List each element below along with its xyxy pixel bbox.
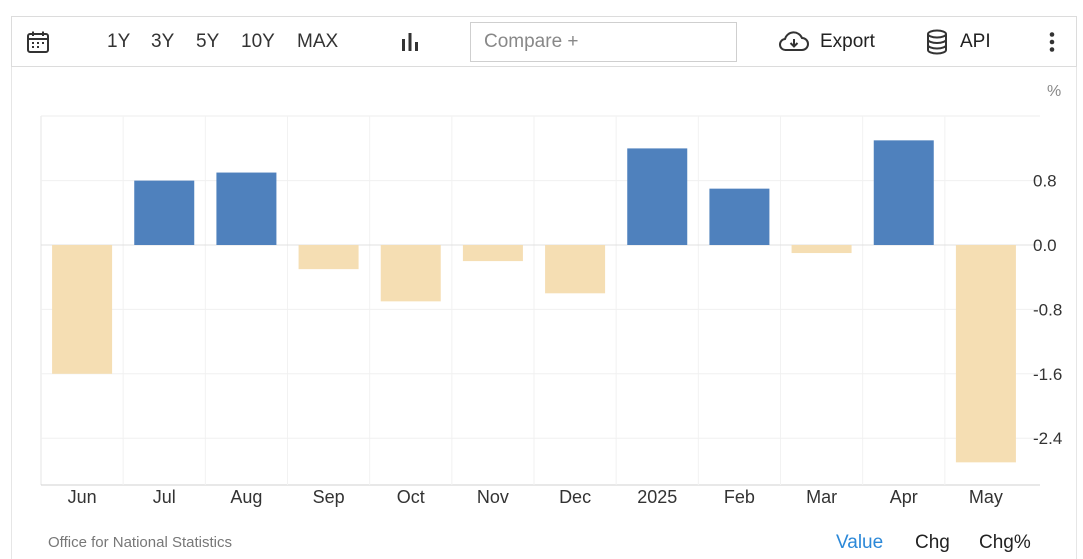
api-button[interactable]: API — [926, 17, 991, 66]
api-label: API — [960, 30, 991, 52]
x-tick-label: Aug — [230, 487, 262, 507]
range-5y-button[interactable]: 5Y — [196, 30, 220, 52]
x-tick-label: 2025 — [637, 487, 677, 507]
x-tick-label: Apr — [890, 487, 918, 507]
view-chg-percent-button[interactable]: Chg% — [979, 532, 1031, 553]
bar-may[interactable] — [955, 245, 1016, 463]
bar-jul[interactable] — [134, 180, 195, 245]
bar-chart: 0.8 0.0 -0.8 -1.6 -2.4% Jun Jul Aug Sep Oct Nov Dec… — [40, 83, 1062, 507]
bar-dec[interactable] — [545, 245, 606, 294]
chart-panel — [11, 67, 1077, 559]
y-tick-label: -2.4 — [1033, 429, 1062, 448]
view-value-button[interactable]: Value — [836, 532, 884, 553]
range-max-button[interactable]: MAX — [297, 30, 339, 52]
y-tick-label: 0.0 — [1033, 236, 1057, 255]
bar-chart-icon — [402, 32, 418, 51]
range-1y-button[interactable]: 1Y — [107, 30, 131, 52]
x-tick-label: May — [969, 487, 1003, 507]
bar-mar[interactable] — [791, 245, 852, 254]
x-tick-label: Dec — [559, 487, 591, 507]
x-tick-label: Sep — [313, 487, 345, 507]
x-tick-label: Jun — [68, 487, 97, 507]
range-10y-button[interactable]: 10Y — [241, 30, 275, 52]
vertical-ellipsis-icon — [1049, 31, 1055, 52]
calendar-icon — [27, 31, 49, 53]
y-tick-label: 0.8 — [1033, 172, 1057, 191]
chart-toolbar: 1Y 3Y 5Y 10Y MAX Compare + Export API — [11, 16, 1077, 67]
bar-2025[interactable] — [627, 148, 688, 245]
bar-nov[interactable] — [462, 245, 523, 262]
x-tick-label: Mar — [806, 487, 837, 507]
more-options-button[interactable] — [1048, 17, 1056, 66]
bar-feb[interactable] — [709, 188, 770, 245]
x-tick-label: Jul — [153, 487, 176, 507]
bar-jun[interactable] — [52, 245, 113, 374]
chart-type-button[interactable] — [400, 17, 420, 66]
y-tick-label: -0.8 — [1033, 300, 1062, 319]
database-icon — [927, 29, 947, 54]
x-tick-label: Oct — [397, 487, 425, 507]
bar-sep[interactable] — [298, 245, 359, 270]
bar-apr[interactable] — [873, 140, 934, 245]
bar-oct[interactable] — [380, 245, 441, 302]
y-unit-label: % — [1047, 83, 1061, 100]
bar-aug[interactable] — [216, 172, 277, 245]
y-tick-label: -1.6 — [1033, 365, 1062, 384]
compare-input[interactable]: Compare + — [470, 22, 737, 62]
export-label: Export — [820, 30, 875, 52]
cloud-download-icon — [779, 30, 809, 51]
x-tick-label: Nov — [477, 487, 509, 507]
view-chg-button[interactable]: Chg — [915, 532, 950, 553]
x-tick-label: Feb — [724, 487, 755, 507]
range-3y-button[interactable]: 3Y — [151, 30, 175, 52]
calendar-button[interactable] — [26, 17, 50, 66]
data-source-label: Office for National Statistics — [48, 534, 232, 551]
export-button[interactable]: Export — [778, 17, 875, 66]
